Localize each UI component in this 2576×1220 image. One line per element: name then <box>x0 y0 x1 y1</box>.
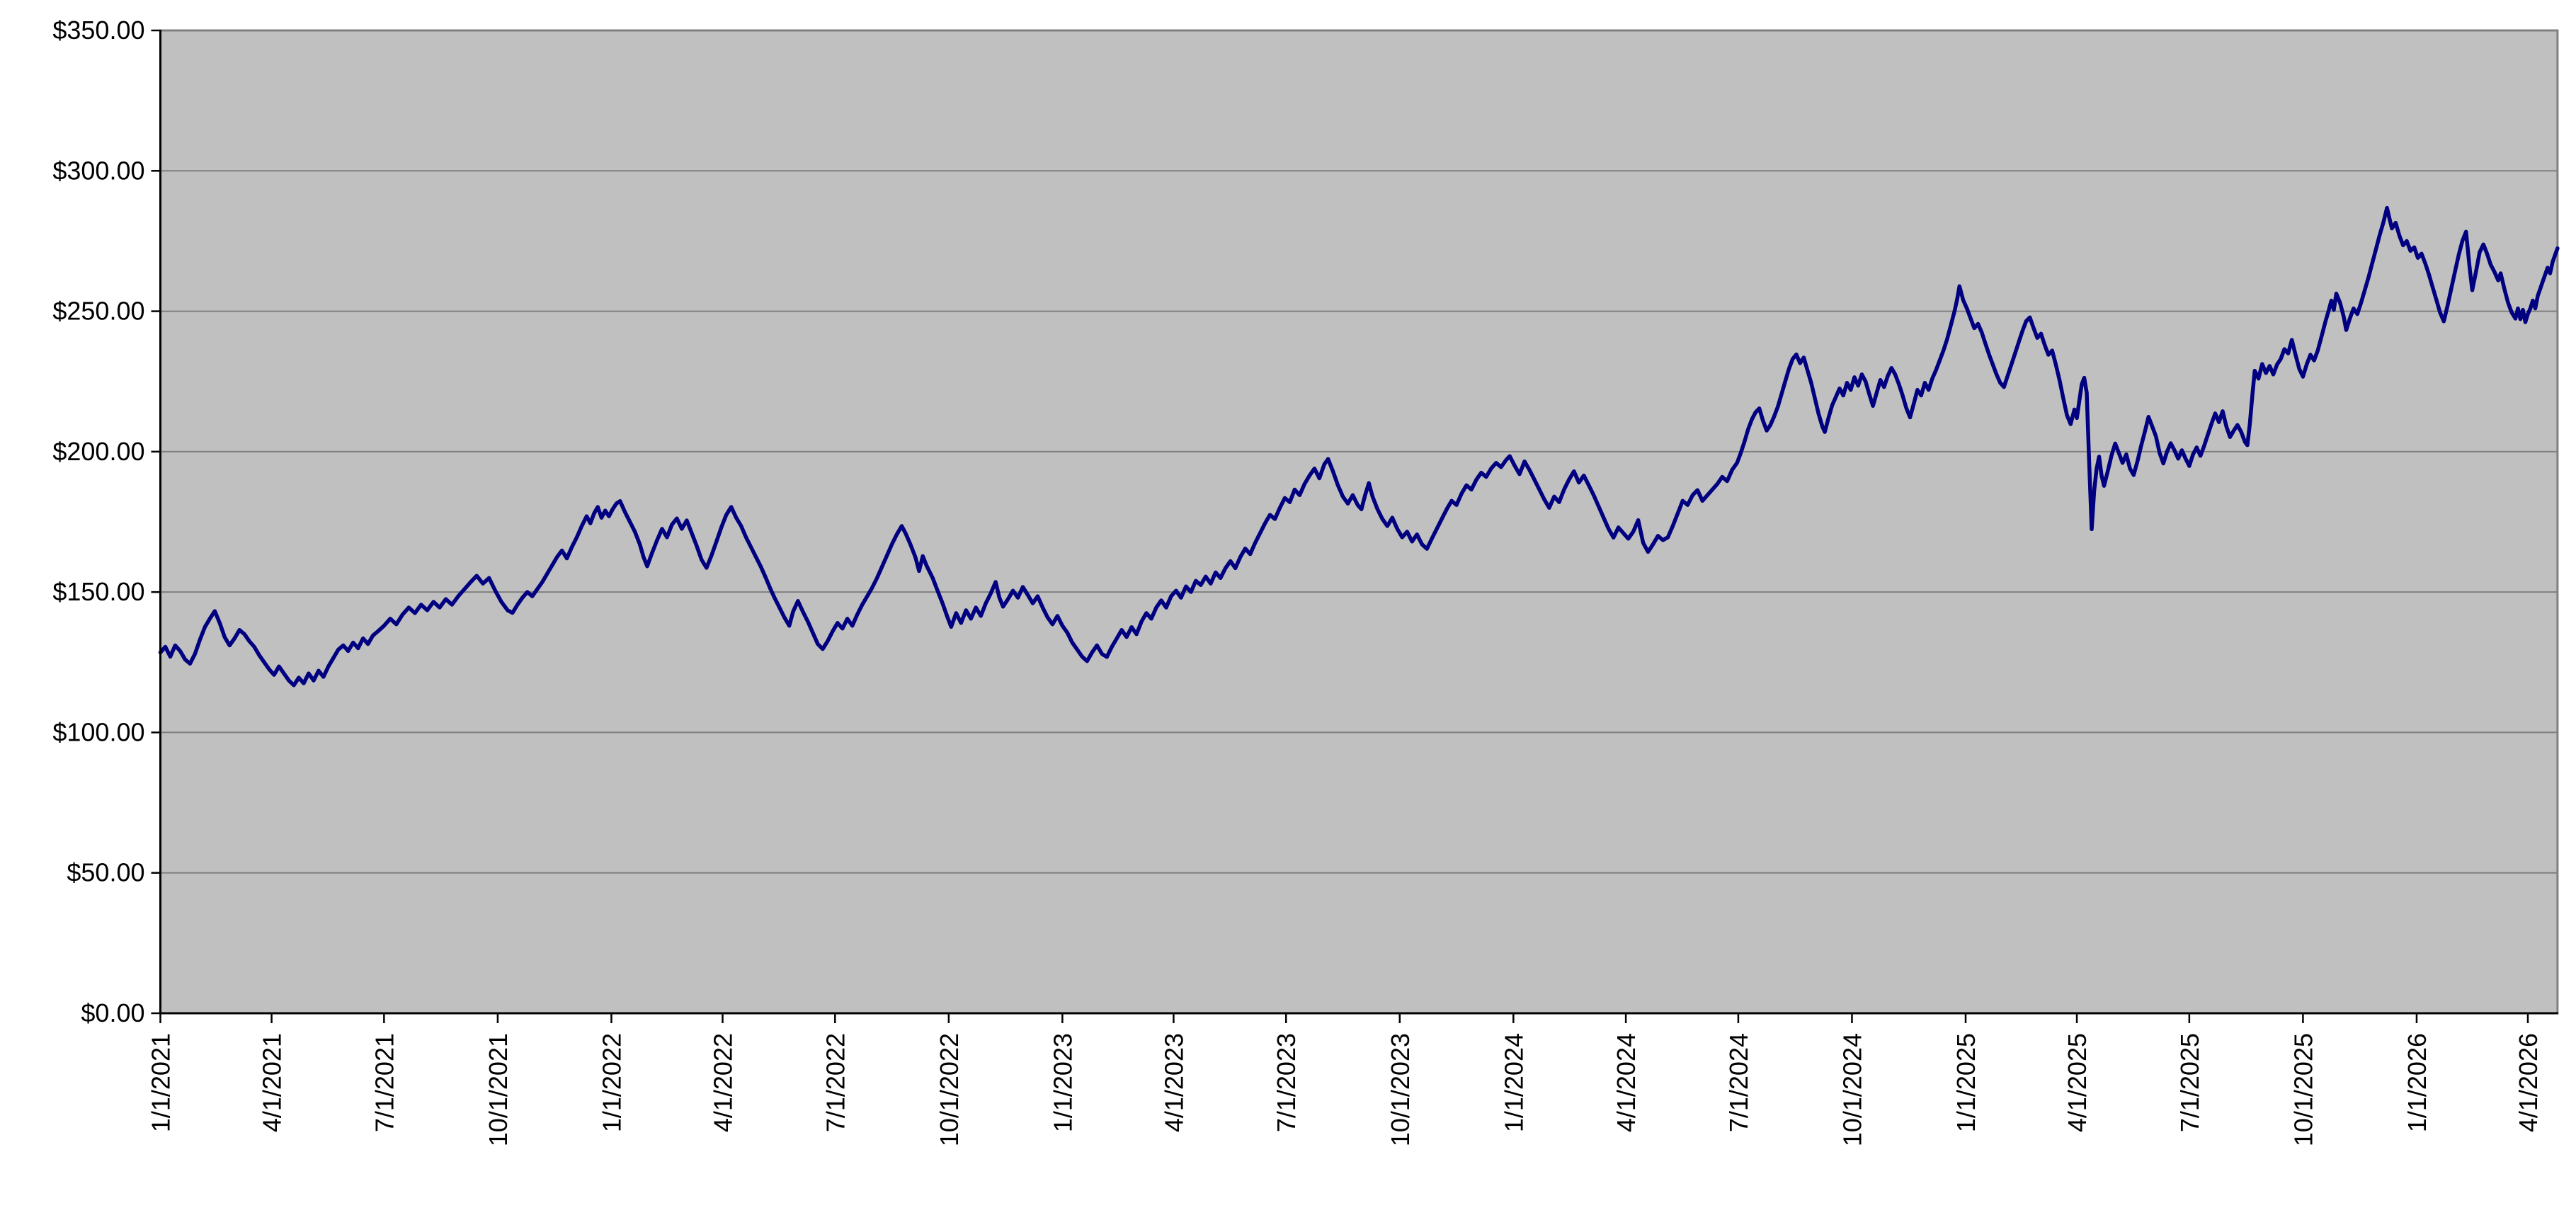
y-tick-label: $0.00 <box>81 998 144 1027</box>
x-tick-label: 4/1/2024 <box>1612 1033 1641 1132</box>
y-tick-label: $200.00 <box>52 437 144 466</box>
plot-area <box>159 29 2559 1015</box>
y-tick-label: $250.00 <box>52 297 144 326</box>
x-tick-label: 4/1/2026 <box>2514 1033 2543 1132</box>
y-tick-label: $100.00 <box>52 717 144 746</box>
x-tick-label: 4/1/2023 <box>1159 1033 1188 1132</box>
x-tick-label: 7/1/2025 <box>2175 1033 2204 1132</box>
x-tick-label: 7/1/2021 <box>370 1033 399 1132</box>
x-tick-label: 10/1/2024 <box>1837 1033 1867 1146</box>
x-tick-label: 1/1/2022 <box>597 1033 626 1132</box>
y-tick-label: $150.00 <box>52 577 144 606</box>
x-tick-label: 1/1/2021 <box>147 1033 176 1132</box>
x-tick-label: 10/1/2022 <box>935 1033 964 1146</box>
price-series-line <box>158 205 2560 688</box>
y-tick-label: $50.00 <box>67 858 144 887</box>
x-tick-label: 10/1/2023 <box>1386 1033 1415 1146</box>
x-tick-label: 4/1/2021 <box>258 1033 287 1132</box>
x-tick-label: 7/1/2022 <box>821 1033 850 1132</box>
x-tick-label: 10/1/2025 <box>2289 1033 2318 1146</box>
x-tick-label: 1/1/2025 <box>1951 1033 1981 1132</box>
y-tick-label: $350.00 <box>52 16 144 45</box>
y-tick-label: $300.00 <box>52 156 144 185</box>
x-tick-label: 7/1/2024 <box>1724 1033 1753 1132</box>
x-tick-label: 4/1/2025 <box>2063 1033 2092 1132</box>
x-tick-label: 1/1/2026 <box>2403 1033 2432 1132</box>
x-tick-label: 10/1/2021 <box>484 1033 513 1146</box>
x-tick-label: 4/1/2022 <box>708 1033 737 1132</box>
x-tick-label: 1/1/2023 <box>1048 1033 1077 1132</box>
x-tick-label: 1/1/2024 <box>1499 1033 1528 1132</box>
x-tick-label: 7/1/2023 <box>1272 1033 1301 1132</box>
